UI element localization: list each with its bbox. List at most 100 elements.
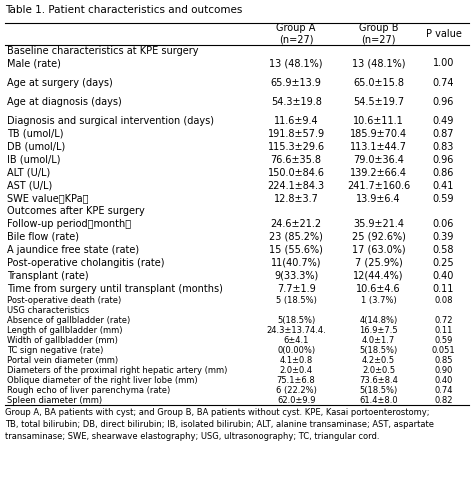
Text: 0.08: 0.08 (434, 295, 453, 304)
Text: 113.1±44.7: 113.1±44.7 (350, 141, 407, 152)
Text: 7 (25.9%): 7 (25.9%) (355, 257, 402, 267)
Text: 0.86: 0.86 (433, 167, 454, 177)
Text: 0.11: 0.11 (433, 284, 454, 293)
Text: 17 (63.0%): 17 (63.0%) (352, 245, 405, 254)
Text: 0.74: 0.74 (434, 385, 453, 395)
Text: 13.9±6.4: 13.9±6.4 (356, 194, 401, 204)
Text: 24.3±13.74.4.: 24.3±13.74.4. (266, 326, 326, 334)
Text: USG characteristics: USG characteristics (7, 305, 89, 315)
Text: 0.96: 0.96 (433, 155, 454, 165)
Text: 75.1±6.8: 75.1±6.8 (277, 375, 316, 384)
Text: 25 (92.6%): 25 (92.6%) (352, 232, 405, 242)
Text: 10.6±4.6: 10.6±4.6 (356, 284, 401, 293)
Text: P value: P value (426, 29, 461, 39)
Text: 0.58: 0.58 (433, 245, 454, 254)
Text: Male (rate): Male (rate) (7, 58, 61, 69)
Text: 0.59: 0.59 (433, 194, 454, 204)
Text: DB (umol/L): DB (umol/L) (7, 141, 65, 152)
Text: 0.85: 0.85 (434, 356, 453, 365)
Text: 139.2±66.4: 139.2±66.4 (350, 167, 407, 177)
Text: Diameters of the proximal right hepatic artery (mm): Diameters of the proximal right hepatic … (7, 366, 228, 374)
Text: Table 1. Patient characteristics and outcomes: Table 1. Patient characteristics and out… (5, 5, 242, 15)
Text: 12(44.4%): 12(44.4%) (353, 271, 404, 281)
Text: 0.82: 0.82 (434, 396, 453, 405)
Text: SWE value（KPa）: SWE value（KPa） (7, 194, 89, 204)
Text: 11.6±9.4: 11.6±9.4 (274, 116, 319, 125)
Text: 0.87: 0.87 (433, 128, 454, 138)
Text: 0.59: 0.59 (434, 335, 453, 344)
Text: Time from surgery until transplant (months): Time from surgery until transplant (mont… (7, 284, 223, 293)
Text: 35.9±21.4: 35.9±21.4 (353, 218, 404, 229)
Text: A jaundice free state (rate): A jaundice free state (rate) (7, 245, 139, 254)
Text: 0.90: 0.90 (434, 366, 453, 374)
Text: 9(33.3%): 9(33.3%) (274, 271, 318, 281)
Text: 115.3±29.6: 115.3±29.6 (268, 141, 325, 152)
Text: 65.0±15.8: 65.0±15.8 (353, 78, 404, 87)
Text: Oblique diameter of the right liver lobe (mm): Oblique diameter of the right liver lobe… (7, 375, 198, 384)
Text: Portal vein diameter (mm): Portal vein diameter (mm) (7, 356, 118, 365)
Text: Bile flow (rate): Bile flow (rate) (7, 232, 79, 242)
Text: 65.9±13.9: 65.9±13.9 (271, 78, 321, 87)
Text: Absence of gallbladder (rate): Absence of gallbladder (rate) (7, 316, 130, 325)
Text: 15 (55.6%): 15 (55.6%) (269, 245, 323, 254)
Text: 5(18.5%): 5(18.5%) (277, 316, 315, 325)
Text: Age at surgery (days): Age at surgery (days) (7, 78, 113, 87)
Text: AST (U/L): AST (U/L) (7, 180, 52, 191)
Text: Post-operative death (rate): Post-operative death (rate) (7, 295, 121, 304)
Text: 0.40: 0.40 (433, 271, 454, 281)
Text: Post-operative cholangitis (rate): Post-operative cholangitis (rate) (7, 257, 164, 267)
Text: 6 (22.2%): 6 (22.2%) (276, 385, 317, 395)
Text: 0.72: 0.72 (434, 316, 453, 325)
Text: 54.3±19.8: 54.3±19.8 (271, 96, 321, 107)
Text: 54.5±19.7: 54.5±19.7 (353, 96, 404, 107)
Text: Group A
(n=27): Group A (n=27) (276, 23, 316, 45)
Text: 150.0±84.6: 150.0±84.6 (268, 167, 325, 177)
Text: 13 (48.1%): 13 (48.1%) (352, 58, 405, 69)
Text: 7.7±1.9: 7.7±1.9 (277, 284, 316, 293)
Text: TB (umol/L): TB (umol/L) (7, 128, 64, 138)
Text: ALT (U/L): ALT (U/L) (7, 167, 50, 177)
Text: Group A, BA patients with cyst; and Group B, BA patients without cyst. KPE, Kasa: Group A, BA patients with cyst; and Grou… (5, 408, 434, 441)
Text: 1.00: 1.00 (433, 58, 454, 69)
Text: 241.7±160.6: 241.7±160.6 (347, 180, 410, 191)
Text: 0.49: 0.49 (433, 116, 454, 125)
Text: 11(40.7%): 11(40.7%) (271, 257, 321, 267)
Text: Transplant (rate): Transplant (rate) (7, 271, 89, 281)
Text: 0.74: 0.74 (433, 78, 454, 87)
Text: Rough echo of liver parenchyma (rate): Rough echo of liver parenchyma (rate) (7, 385, 170, 395)
Text: Length of gallbladder (mm): Length of gallbladder (mm) (7, 326, 122, 334)
Text: 0.40: 0.40 (434, 375, 453, 384)
Text: 13 (48.1%): 13 (48.1%) (269, 58, 323, 69)
Text: Width of gallbladder (mm): Width of gallbladder (mm) (7, 335, 118, 344)
Text: Diagnosis and surgical intervention (days): Diagnosis and surgical intervention (day… (7, 116, 214, 125)
Text: 4.2±0.5: 4.2±0.5 (362, 356, 395, 365)
Text: 0.39: 0.39 (433, 232, 454, 242)
Text: 79.0±36.4: 79.0±36.4 (353, 155, 404, 165)
Text: 73.6±8.4: 73.6±8.4 (359, 375, 398, 384)
Text: 10.6±11.1: 10.6±11.1 (353, 116, 404, 125)
Text: 0(0.00%): 0(0.00%) (277, 345, 315, 355)
Text: 191.8±57.9: 191.8±57.9 (268, 128, 325, 138)
Text: 5 (18.5%): 5 (18.5%) (276, 295, 317, 304)
Text: 4.0±1.7: 4.0±1.7 (362, 335, 395, 344)
Text: 6±4.1: 6±4.1 (283, 335, 309, 344)
Text: 0.25: 0.25 (433, 257, 454, 267)
Text: IB (umol/L): IB (umol/L) (7, 155, 61, 165)
Text: 12.8±3.7: 12.8±3.7 (273, 194, 319, 204)
Text: 0.06: 0.06 (433, 218, 454, 229)
Text: Outcomes after KPE surgery: Outcomes after KPE surgery (7, 206, 145, 216)
Text: 4.1±0.8: 4.1±0.8 (280, 356, 313, 365)
Text: 24.6±21.2: 24.6±21.2 (271, 218, 322, 229)
Text: Group B
(n=27): Group B (n=27) (359, 23, 398, 45)
Text: 0.96: 0.96 (433, 96, 454, 107)
Text: 0.83: 0.83 (433, 141, 454, 152)
Text: 0.051: 0.051 (432, 345, 456, 355)
Text: 16.9±7.5: 16.9±7.5 (359, 326, 398, 334)
Text: TC sign negative (rate): TC sign negative (rate) (7, 345, 103, 355)
Text: Age at diagnosis (days): Age at diagnosis (days) (7, 96, 122, 107)
Text: 61.4±8.0: 61.4±8.0 (359, 396, 398, 405)
Text: 76.6±35.8: 76.6±35.8 (271, 155, 322, 165)
Text: Follow-up period（month）: Follow-up period（month） (7, 218, 131, 229)
Text: 5(18.5%): 5(18.5%) (359, 385, 398, 395)
Text: 5(18.5%): 5(18.5%) (359, 345, 398, 355)
